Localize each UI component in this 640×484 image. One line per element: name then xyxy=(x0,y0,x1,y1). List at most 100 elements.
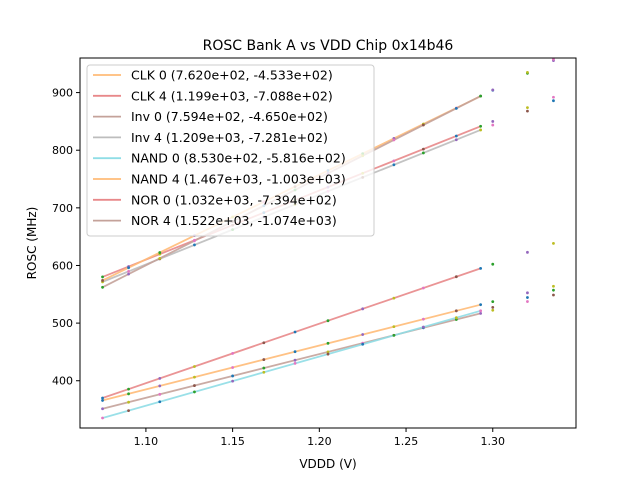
legend-label: NOR 0 (1.032e+03, -7.394e+02) xyxy=(131,192,337,207)
data-point xyxy=(421,325,425,329)
data-point xyxy=(552,241,555,245)
data-point xyxy=(127,270,130,273)
data-point xyxy=(454,138,458,142)
chart-title: ROSC Bank A vs VDD Chip 0x14b46 xyxy=(203,38,454,54)
data-point xyxy=(392,138,396,142)
data-point xyxy=(454,134,458,138)
legend-label: NAND 0 (8.530e+02, -5.816e+02) xyxy=(131,151,346,166)
data-point xyxy=(361,333,365,336)
data-point xyxy=(552,293,555,297)
data-point xyxy=(552,95,555,99)
data-point xyxy=(421,317,425,321)
y-tick-label: 500 xyxy=(52,317,73,330)
data-point xyxy=(127,392,130,396)
data-point xyxy=(552,284,555,288)
data-point xyxy=(262,366,266,370)
data-point xyxy=(392,333,396,337)
data-point xyxy=(479,303,483,307)
data-point xyxy=(421,147,425,151)
data-point xyxy=(193,390,196,394)
data-point xyxy=(479,311,483,315)
data-point xyxy=(526,300,529,303)
data-point xyxy=(361,342,365,346)
data-point xyxy=(127,400,130,404)
data-point xyxy=(491,300,495,304)
data-point xyxy=(454,275,458,279)
data-point xyxy=(421,286,425,290)
data-point xyxy=(262,341,266,345)
data-point xyxy=(101,396,104,400)
data-point xyxy=(101,279,104,282)
data-point xyxy=(526,250,529,254)
legend-label: CLK 4 (1.199e+03, -7.088e+02) xyxy=(131,88,333,103)
data-point xyxy=(526,109,529,113)
data-point xyxy=(421,151,425,155)
data-point xyxy=(293,362,297,365)
y-tick-label: 900 xyxy=(52,87,73,100)
legend-label: Inv 0 (7.594e+02, -4.650e+02) xyxy=(131,109,328,124)
data-point xyxy=(326,352,330,356)
y-tick-label: 600 xyxy=(52,259,73,272)
data-point xyxy=(454,309,458,313)
legend: CLK 0 (7.620e+02, -4.533e+02) CLK 4 (1.19… xyxy=(86,64,375,237)
data-point xyxy=(231,374,235,378)
data-point xyxy=(262,358,266,361)
data-point xyxy=(293,350,297,354)
data-point xyxy=(326,319,330,323)
data-point xyxy=(479,124,483,128)
data-point xyxy=(101,285,104,289)
data-point xyxy=(361,307,365,311)
data-point xyxy=(552,288,555,292)
data-point xyxy=(127,272,130,276)
data-point xyxy=(491,308,495,312)
data-point xyxy=(392,296,396,300)
legend-label: NOR 4 (1.522e+03, -1.074e+03) xyxy=(131,213,337,228)
legend-box xyxy=(86,64,375,237)
data-point xyxy=(101,416,104,420)
legend-label: CLK 0 (7.620e+02, -4.533e+02) xyxy=(131,68,333,83)
x-tick-label: 1.20 xyxy=(307,435,332,448)
legend-label: Inv 4 (1.209e+03, -7.281e+02) xyxy=(131,130,328,145)
y-tick-label: 700 xyxy=(52,202,73,215)
data-point xyxy=(491,88,495,92)
data-point xyxy=(158,392,162,396)
data-point xyxy=(158,251,162,254)
data-point xyxy=(491,262,495,266)
data-point xyxy=(193,243,196,247)
data-point xyxy=(193,375,196,379)
data-point xyxy=(231,352,235,355)
y-axis-label: ROSC (MHz) xyxy=(25,207,39,280)
data-point xyxy=(127,266,130,270)
data-point xyxy=(552,99,555,103)
data-point xyxy=(491,305,495,309)
data-point xyxy=(479,128,483,132)
data-point xyxy=(479,94,483,98)
data-point xyxy=(479,309,483,313)
x-tick-label: 1.25 xyxy=(394,435,419,448)
fit-line-6 xyxy=(102,267,481,399)
fit-line-0 xyxy=(102,303,481,402)
data-point xyxy=(127,409,130,413)
data-point xyxy=(491,120,495,123)
data-point xyxy=(552,57,555,61)
x-ticks: 1.10 1.15 1.20 1.25 1.30 xyxy=(134,428,505,448)
data-point xyxy=(158,400,162,404)
data-point xyxy=(231,379,235,383)
x-axis-label: VDDD (V) xyxy=(299,457,356,471)
data-point xyxy=(526,106,529,110)
x-tick-label: 1.10 xyxy=(134,435,159,448)
y-tick-label: 800 xyxy=(52,144,73,157)
data-point xyxy=(454,316,458,320)
x-tick-label: 1.30 xyxy=(481,435,506,448)
data-point xyxy=(392,159,396,163)
data-point xyxy=(491,123,495,127)
data-point xyxy=(479,266,483,270)
data-point xyxy=(158,384,162,388)
data-point xyxy=(293,330,297,334)
data-point xyxy=(392,325,396,329)
data-point xyxy=(421,123,425,127)
fit-line-4 xyxy=(102,309,481,419)
data-point xyxy=(392,163,396,167)
x-tick-label: 1.15 xyxy=(220,435,245,448)
